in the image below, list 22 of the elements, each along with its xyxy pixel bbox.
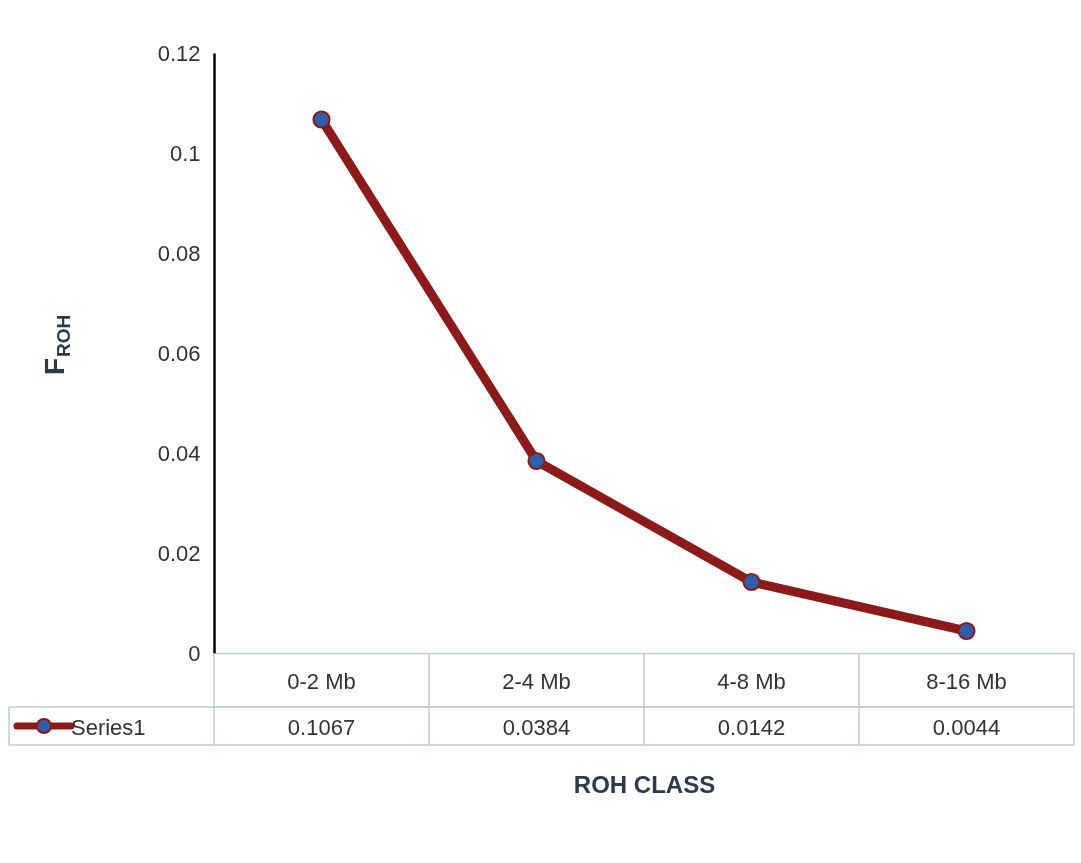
y-tick-label: 0.1 [169, 140, 201, 166]
data-label: 0.0384 [502, 715, 571, 740]
legend-label: Series1 [71, 715, 146, 740]
data-label: 0.0142 [717, 715, 786, 740]
y-tick-label: 0.02 [157, 540, 201, 566]
y-tick-label: 0.06 [157, 340, 201, 366]
y-tick-label: 0.12 [157, 40, 201, 66]
x-tick-label: 8-16 Mb [926, 669, 1007, 694]
x-tick-label: 4-8 Mb [717, 669, 786, 694]
y-tick-label: 0.04 [157, 440, 201, 466]
x-axis-title: ROH CLASS [573, 770, 716, 798]
x-tick-label: 2-4 Mb [502, 669, 571, 694]
point [312, 110, 331, 129]
y-tick-label: 0.08 [157, 240, 201, 266]
point [742, 572, 761, 592]
point [957, 621, 976, 641]
data-label: 0.0044 [932, 715, 1001, 740]
point [527, 451, 546, 471]
x-tick-label: 0-2 Mb [287, 669, 356, 694]
y-tick-label: 0 [188, 640, 201, 666]
y-axis-title: FROH [39, 314, 74, 375]
data-label: 0.1067 [287, 715, 356, 740]
